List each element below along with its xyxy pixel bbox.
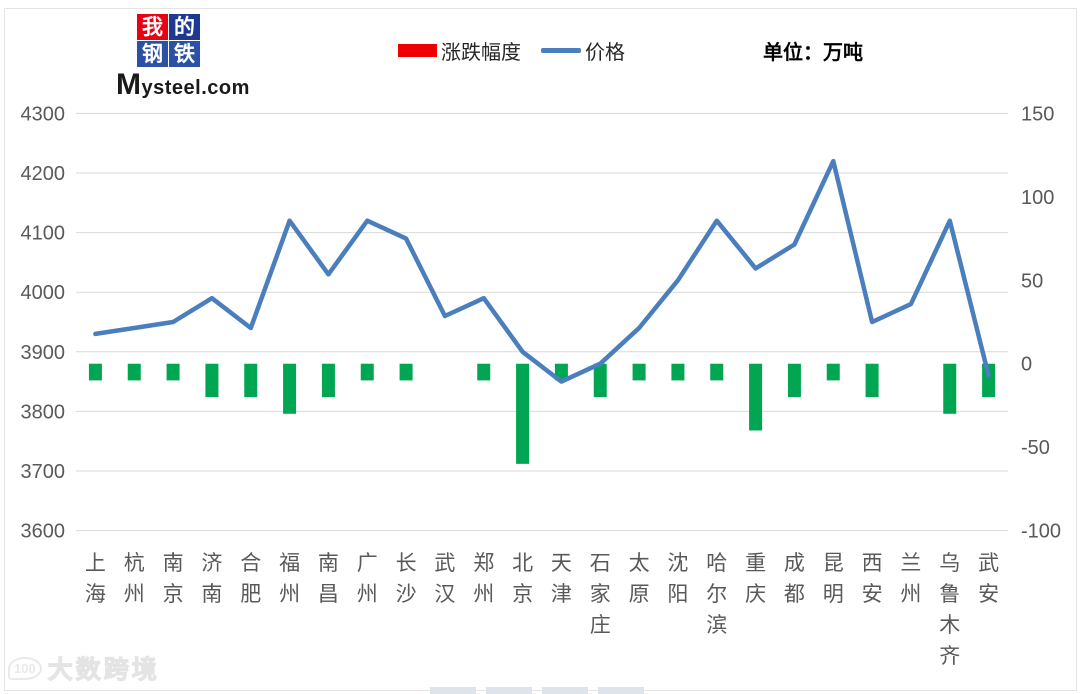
x-axis-label: 长沙: [396, 552, 417, 606]
x-axis-label: 石家庄: [590, 552, 611, 637]
x-axis-label: 合肥: [240, 552, 261, 606]
x-axis-label: 武安: [978, 552, 999, 606]
legend-item-price: 价格: [541, 36, 625, 65]
watermark-brand: 大数跨境: [47, 656, 160, 685]
x-axis-label: 沈阳: [667, 552, 688, 606]
logo-square-tie: 铁: [169, 41, 200, 67]
legend-item-change: 涨跌幅度: [398, 36, 521, 65]
x-axis-label: 成都: [784, 552, 805, 606]
left-axis-tick: 4000: [21, 282, 66, 304]
chart-legend: 涨跌幅度 价格: [398, 36, 625, 65]
x-axis-label: 重庆: [745, 552, 766, 606]
x-axis-label: 上海: [85, 552, 106, 606]
logo-square-de: 的: [169, 14, 200, 40]
left-axis-tick: 3800: [21, 401, 66, 423]
right-axis-tick: 150: [1021, 103, 1054, 125]
right-axis-tick: -50: [1021, 437, 1050, 459]
change-bar: [399, 363, 413, 381]
change-bar: [749, 363, 763, 431]
watermark-100-icon: 100: [8, 656, 42, 680]
left-axis-tick: 3700: [21, 461, 66, 483]
x-axis-label: 西安: [862, 552, 883, 606]
change-bar: [826, 363, 840, 381]
logo-square-gang: 钢: [137, 41, 168, 67]
x-axis-label: 广州: [357, 552, 378, 606]
x-axis-label: 武汉: [434, 552, 455, 606]
mysteel-logo-grid-icon: 我 的 钢 铁: [137, 14, 201, 68]
change-bar: [166, 363, 180, 381]
x-axis-label: 兰州: [900, 552, 921, 606]
right-axis-tick: 0: [1021, 354, 1032, 376]
line-swatch-icon: [541, 48, 581, 53]
bottom-cutoff-watermark: [430, 687, 660, 694]
logo-square-wo: 我: [137, 14, 168, 40]
change-bar: [205, 363, 219, 398]
mysteel-wordmark: Mysteel.com: [116, 68, 250, 101]
change-bar: [127, 363, 141, 381]
x-axis-label: 北京: [512, 552, 533, 606]
change-bar: [360, 363, 374, 381]
x-axis-label: 太原: [629, 552, 650, 606]
left-axis-tick: 3900: [21, 342, 66, 364]
left-axis-tick: 4300: [21, 103, 66, 125]
change-bar: [321, 363, 335, 398]
unit-label: 单位：万吨: [763, 42, 863, 64]
right-axis-tick: 100: [1021, 187, 1054, 209]
change-bar: [283, 363, 297, 414]
right-axis-tick: -100: [1021, 521, 1061, 543]
change-bar: [865, 363, 879, 398]
change-bar: [477, 363, 491, 381]
x-axis-label: 南昌: [318, 552, 339, 606]
x-axis-label: 南京: [163, 552, 184, 606]
legend-label-change: 涨跌幅度: [441, 42, 521, 64]
left-axis-tick: 3600: [21, 521, 66, 543]
x-axis-label: 济南: [201, 552, 222, 606]
change-bar: [671, 363, 685, 381]
x-axis-label: 乌鲁木齐: [939, 552, 960, 668]
change-bar: [88, 363, 102, 381]
left-axis-tick: 4200: [21, 163, 66, 185]
x-axis-label: 福州: [279, 552, 300, 606]
x-axis-label: 昆明: [823, 552, 844, 606]
left-axis-tick: 4100: [21, 223, 66, 245]
watermark-dashu: 100 大数跨境: [8, 650, 160, 686]
legend-label-price: 价格: [585, 42, 625, 64]
change-bar: [982, 363, 996, 398]
change-bar: [943, 363, 957, 414]
bar-swatch-icon: [398, 44, 437, 57]
x-axis-label: 天津: [551, 552, 572, 606]
change-bar: [244, 363, 258, 398]
price-line: [93, 158, 991, 384]
change-bar: [554, 363, 568, 381]
change-bar: [710, 363, 724, 381]
x-axis-label: 郑州: [473, 552, 494, 606]
x-axis-label: 杭州: [124, 552, 145, 606]
change-bar: [787, 363, 801, 398]
change-bar: [593, 363, 607, 398]
change-bar: [632, 363, 646, 381]
change-bar: [516, 363, 530, 464]
x-axis-label: 哈尔滨: [706, 552, 727, 637]
right-axis-tick: 50: [1021, 270, 1043, 292]
